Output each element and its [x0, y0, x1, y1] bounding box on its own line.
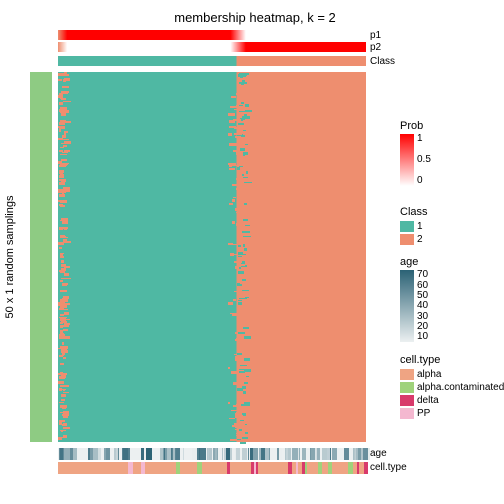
row-annotation-bar: [30, 72, 52, 442]
class-track: [58, 56, 366, 66]
legend-celltype-title: cell.type: [400, 354, 504, 366]
p2-track: [58, 42, 366, 52]
legend-age: age 70605040302010: [400, 256, 504, 344]
plot-title: membership heatmap, k = 2: [130, 10, 380, 25]
p1-track: [58, 30, 366, 40]
legend-class-items: 12: [400, 220, 504, 246]
legend-prob-ticks: 10.50: [414, 134, 431, 196]
p2-label: p2: [370, 42, 381, 53]
heatmap-figure: membership heatmap, k = 2 50 x 1 random …: [0, 0, 504, 504]
legend-prob-title: Prob: [400, 120, 504, 132]
legend-class-title: Class: [400, 206, 504, 218]
legend-age-ticks: 70605040302010: [414, 270, 428, 344]
y-axis-label: 50 x 1 random samplings: [4, 196, 16, 319]
legend-prob-gradient: [400, 134, 414, 186]
legend-class: Class 12: [400, 206, 504, 246]
legend-age-title: age: [400, 256, 504, 268]
legend-celltype-items: alphaalpha.contaminateddeltaPP: [400, 368, 504, 420]
legend-prob: Prob 10.50: [400, 120, 504, 196]
legend-age-gradient: [400, 270, 414, 342]
age-track: [58, 448, 366, 460]
legend-celltype: cell.type alphaalpha.contaminateddeltaPP: [400, 354, 504, 420]
legend-panel: Prob 10.50 Class 12 age 70605040302010 c…: [400, 120, 504, 420]
celltype-track: [58, 462, 366, 474]
age-label: age: [370, 448, 387, 459]
main-heatmap: [58, 72, 366, 442]
celltype-label: cell.type: [370, 462, 407, 473]
p1-label: p1: [370, 30, 381, 41]
class-label: Class: [370, 56, 395, 67]
